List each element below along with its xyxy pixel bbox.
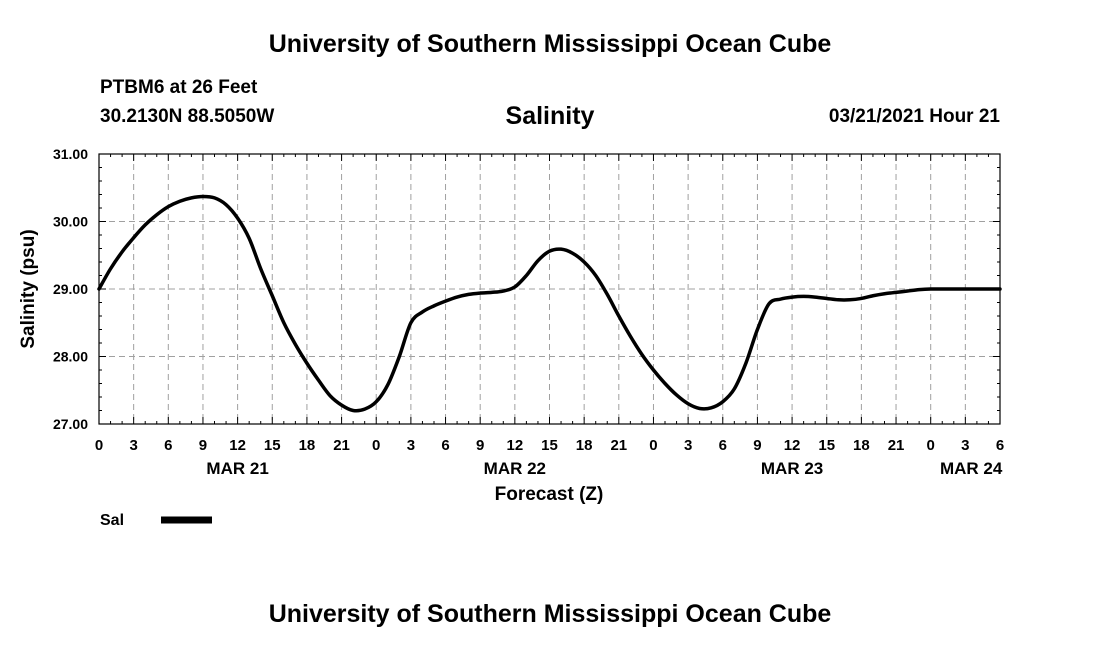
x-tick-label: 9 [753,437,761,454]
x-tick-label: 15 [541,437,558,454]
x-tick-label: 21 [333,437,350,454]
x-tick-label: 21 [610,437,627,454]
y-tick-label: 27.00 [53,416,88,432]
x-tick-label: 9 [476,437,484,454]
legend: Sal [100,512,212,529]
date-label: MAR 24 [940,459,1003,478]
y-tick-label: 30.00 [53,214,88,230]
x-tick-label: 21 [888,437,905,454]
y-axis-label: Salinity (psu) [18,229,39,348]
x-tick-label: 6 [441,437,449,454]
x-tick-label: 15 [264,437,281,454]
x-tick-label: 0 [649,437,657,454]
x-tick-label: 6 [719,437,727,454]
x-tick-label: 18 [853,437,870,454]
x-tick-label: 18 [576,437,593,454]
y-tick-label: 29.00 [53,281,88,297]
x-tick-label: 12 [507,437,524,454]
x-tick-label: 18 [299,437,316,454]
x-tick-label: 3 [129,437,137,454]
date-label: MAR 21 [206,459,268,478]
y-axis: 27.00 28.00 29.00 30.00 31.00 [53,146,1000,432]
y-tick-label: 28.00 [53,349,88,365]
x-tick-label: 12 [229,437,246,454]
x-axis-label: Forecast (Z) [495,484,604,505]
salinity-series-line [97,194,1002,413]
x-tick-label: 3 [407,437,415,454]
header-title: University of Southern Mississippi Ocean… [268,30,832,58]
chart-title: Salinity [505,102,595,130]
grid-lines [99,154,1000,424]
y-tick-label: 31.00 [53,146,88,162]
x-axis: 0 3 6 9 12 15 18 21 0 3 6 9 12 15 18 21 0 3 6 9 12 15 18 21 0 3 6 [95,154,1004,454]
date-label: MAR 22 [484,459,546,478]
x-tick-label: 9 [199,437,207,454]
legend-label: Sal [100,512,124,529]
station-label: PTBM6 at 26 Feet [100,77,258,98]
x-tick-label: 3 [684,437,692,454]
x-tick-label: 12 [784,437,801,454]
x-tick-label: 6 [164,437,172,454]
x-tick-label: 0 [372,437,380,454]
x-tick-label: 3 [961,437,969,454]
footer-title: University of Southern Mississippi Ocean… [268,600,832,628]
x-tick-label: 0 [927,437,935,454]
date-labels: MAR 21 MAR 22 MAR 23 MAR 24 [206,459,1002,478]
date-label: MAR 23 [761,459,823,478]
forecast-datetime: 03/21/2021 Hour 21 [828,106,1000,127]
x-tick-label: 6 [996,437,1004,454]
coordinates-label: 30.2130N 88.5050W [100,106,275,127]
x-tick-label: 15 [818,437,835,454]
x-tick-label: 0 [95,437,103,454]
